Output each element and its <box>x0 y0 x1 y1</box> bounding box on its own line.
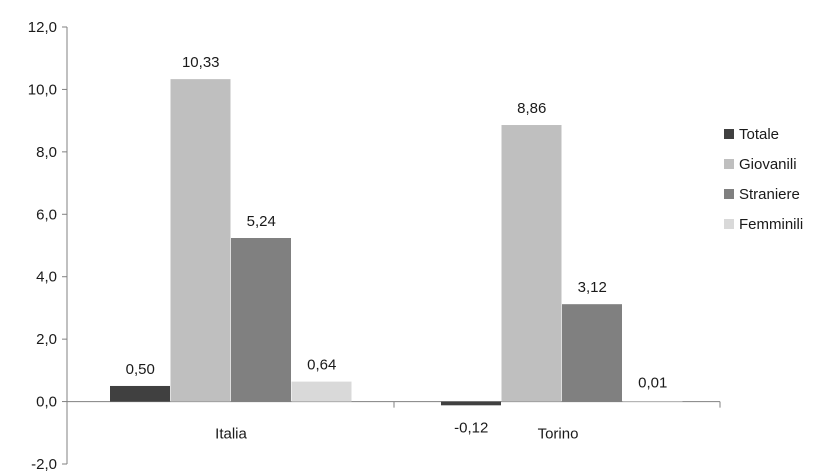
data-label-straniere-torino: 3,12 <box>578 279 607 296</box>
bar-giovanili-torino <box>501 125 562 402</box>
legend-swatch-giovanili <box>724 159 734 169</box>
data-label-femminili-torino: 0,01 <box>638 375 667 392</box>
y-tick-label: 8,0 <box>36 144 57 161</box>
data-label-femminili-italia: 0,64 <box>307 357 336 374</box>
x-category-label: Torino <box>538 426 579 443</box>
bar-femminili-torino <box>622 401 683 402</box>
chart-axes: -2,0 0,0 2,0 4,0 6,0 8,0 10,0 12,0 Italia Torino <box>28 19 721 473</box>
legend-label-giovanili: Giovanili <box>739 156 797 173</box>
legend-label-totale: Totale <box>739 126 779 143</box>
y-tick-label: 12,0 <box>28 19 57 36</box>
y-tick-label: 0,0 <box>36 394 57 411</box>
bar-straniere-torino <box>562 304 622 402</box>
y-tick-label: 10,0 <box>28 81 57 98</box>
data-label-totale-torino: -0,12 <box>454 419 488 436</box>
legend-swatch-femminili <box>724 219 734 229</box>
bar-giovanili-italia <box>170 79 231 402</box>
bar-totale-italia <box>110 385 170 402</box>
bar-femminili-italia <box>291 381 352 402</box>
y-tick-label: 2,0 <box>36 331 57 348</box>
bar-totale-torino <box>441 401 501 406</box>
legend-label-straniere: Straniere <box>739 186 800 203</box>
y-tick-label: 4,0 <box>36 269 57 286</box>
data-label-giovanili-torino: 8,86 <box>517 100 546 117</box>
legend-swatch-straniere <box>724 189 734 199</box>
y-tick-label: 6,0 <box>36 206 57 223</box>
chart-legend: Totale Giovanili Straniere Femminili <box>724 126 803 233</box>
data-label-totale-italia: 0,50 <box>126 361 155 378</box>
data-label-straniere-italia: 5,24 <box>247 213 276 230</box>
y-tick-label: -2,0 <box>31 456 57 473</box>
data-label-giovanili-italia: 10,33 <box>182 54 220 71</box>
chart-bars <box>110 79 683 406</box>
legend-swatch-totale <box>724 129 734 139</box>
chart-data-labels: 0,50 -0,12 10,33 8,86 5,24 3,12 0,64 0,01 <box>126 54 668 436</box>
x-category-label: Italia <box>215 426 247 443</box>
bar-straniere-italia <box>231 238 291 402</box>
legend-label-femminili: Femminili <box>739 216 803 233</box>
